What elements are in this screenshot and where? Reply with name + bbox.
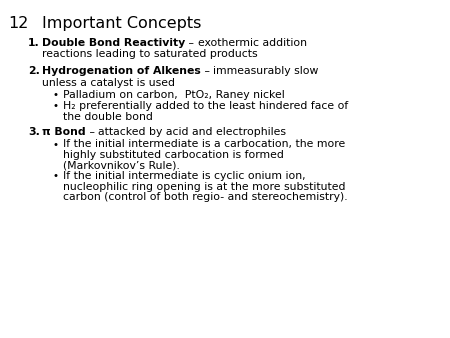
Text: Palladium on carbon,  PtO₂, Raney nickel: Palladium on carbon, PtO₂, Raney nickel: [63, 91, 285, 100]
Text: –: –: [86, 127, 98, 137]
Text: If the initial intermediate is cyclic onium ion,: If the initial intermediate is cyclic on…: [63, 171, 306, 181]
Text: immeasurably slow: immeasurably slow: [213, 67, 319, 76]
Text: •: •: [52, 171, 58, 181]
Text: unless a catalyst is used: unless a catalyst is used: [42, 78, 175, 88]
Text: nucleophilic ring opening is at the more substituted: nucleophilic ring opening is at the more…: [63, 182, 346, 192]
Text: H₂ preferentially added to the least hindered face of: H₂ preferentially added to the least hin…: [63, 101, 348, 111]
Text: Hydrogenation of Alkenes: Hydrogenation of Alkenes: [42, 67, 201, 76]
Text: •: •: [52, 140, 58, 149]
Text: If the initial intermediate is a carbocation, the more: If the initial intermediate is a carboca…: [63, 140, 345, 149]
Text: 2.: 2.: [28, 67, 40, 76]
Text: the double bond: the double bond: [63, 112, 153, 121]
Text: highly substituted carbocation is formed: highly substituted carbocation is formed: [63, 150, 284, 160]
Text: (Markovnikov’s Rule).: (Markovnikov’s Rule).: [63, 161, 180, 170]
Text: –: –: [185, 38, 198, 48]
Text: 3.: 3.: [28, 127, 40, 137]
Text: •: •: [52, 101, 58, 111]
Text: 1.: 1.: [28, 38, 40, 48]
Text: exothermic addition: exothermic addition: [198, 38, 307, 48]
Text: 12: 12: [8, 16, 28, 31]
Text: attacked by acid and electrophiles: attacked by acid and electrophiles: [98, 127, 286, 137]
Text: Double Bond Reactivity: Double Bond Reactivity: [42, 38, 185, 48]
Text: •: •: [52, 91, 58, 100]
Text: π Bond: π Bond: [42, 127, 86, 137]
Text: Important Concepts: Important Concepts: [42, 16, 202, 31]
Text: –: –: [201, 67, 213, 76]
Text: reactions leading to saturated products: reactions leading to saturated products: [42, 49, 257, 59]
Text: carbon (control of both regio- and stereochemistry).: carbon (control of both regio- and stere…: [63, 192, 347, 202]
